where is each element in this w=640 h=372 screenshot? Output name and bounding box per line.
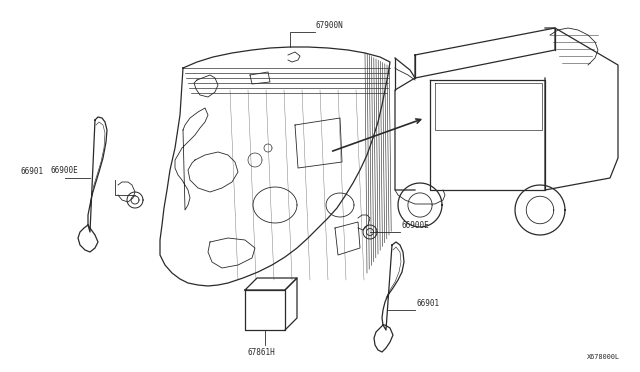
Text: 67861H: 67861H: [248, 348, 276, 357]
Text: 67900N: 67900N: [316, 21, 344, 30]
Text: 66900E: 66900E: [50, 166, 77, 175]
Text: 66901: 66901: [20, 167, 43, 176]
Text: 66900E: 66900E: [402, 221, 429, 230]
Text: 66901: 66901: [417, 299, 440, 308]
Text: X678000L: X678000L: [587, 354, 620, 360]
